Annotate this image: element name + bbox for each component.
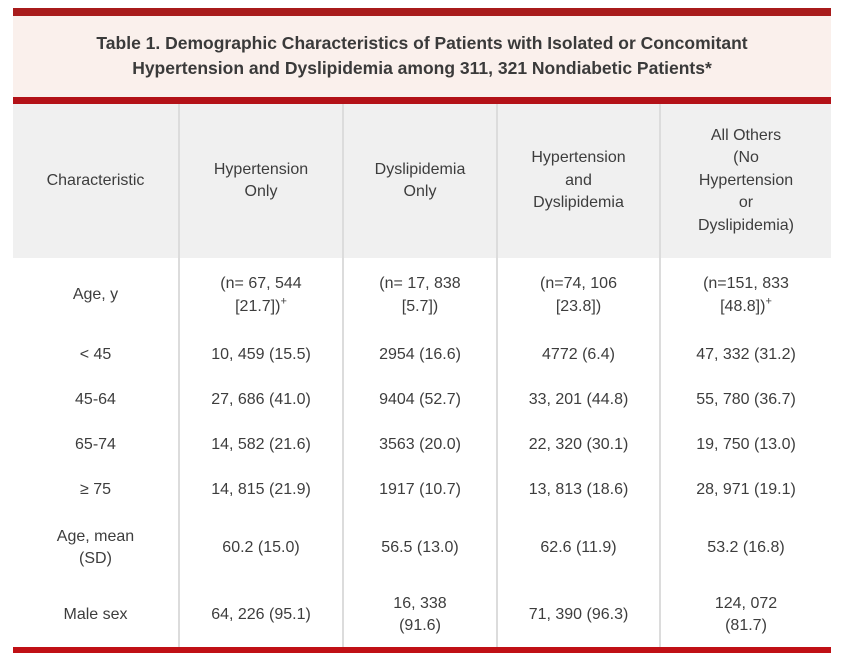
value-text: 19, 750 (13.0)	[696, 436, 796, 454]
column-header: All Others (No Hypertension or Dyslipide…	[659, 104, 831, 258]
value-text: 16, 338 (91.6)	[393, 594, 447, 634]
table-card: Table 1. Demographic Characteristics of …	[13, 8, 831, 653]
value-cell: 71, 390 (96.3)	[496, 583, 660, 647]
value-text: 55, 780 (36.7)	[696, 391, 796, 409]
value-text: 10, 459 (15.5)	[211, 346, 311, 364]
table-row: Male sex 64, 226 (95.1) 16, 338 (91.6) 71, …	[13, 583, 831, 647]
value-text: 13, 813 (18.6)	[528, 481, 629, 499]
value-cell: 19, 750 (13.0)	[659, 423, 831, 468]
value-text: 27, 686 (41.0)	[211, 391, 311, 409]
value-cell: 3563 (20.0)	[342, 423, 497, 468]
value-text: 62.6 (11.9)	[540, 538, 617, 556]
value-cell: 14, 582 (21.6)	[178, 423, 343, 468]
value-cell: 10, 459 (15.5)	[178, 333, 343, 378]
row-label-cell: 45-64	[75, 391, 116, 409]
row-label-cell: Male sex	[63, 605, 128, 623]
superscript-plus: +	[765, 295, 772, 308]
column-header: Dyslipidemia Only	[342, 104, 497, 258]
value-cell: (n= 17, 838 [5.7])	[342, 258, 497, 333]
value-text: (n=74, 106 [23.8])	[540, 275, 617, 315]
table-title: Table 1. Demographic Characteristics of …	[96, 32, 748, 78]
value-text: 14, 582 (21.6)	[211, 436, 311, 454]
value-text: 4772 (6.4)	[542, 346, 615, 364]
value-text: 22, 320 (30.1)	[528, 436, 629, 454]
table-row: 45-64 27, 686 (41.0) 9404 (52.7) 33, 201 (4…	[13, 378, 831, 423]
value-text: 1917 (10.7)	[379, 481, 461, 499]
value-cell: 55, 780 (36.7)	[659, 378, 831, 423]
value-text: 28, 971 (19.1)	[696, 481, 796, 499]
table-row: Age, y (n= 67, 544 [21.7])+ (n= 17, 838 [5…	[13, 258, 831, 333]
value-cell: (n= 67, 544 [21.7])+	[178, 258, 343, 333]
value-cell: 53.2 (16.8)	[659, 513, 831, 583]
value-text: 64, 226 (95.1)	[211, 605, 311, 623]
value-cell: 56.5 (13.0)	[342, 513, 497, 583]
superscript-plus: +	[280, 295, 287, 308]
column-header: Hypertension and Dyslipidemia	[496, 104, 660, 258]
value-cell: 2954 (16.6)	[342, 333, 497, 378]
table-header-row: Characteristic Hypertension Only Dyslipide…	[13, 104, 831, 258]
value-text: 14, 815 (21.9)	[211, 481, 311, 499]
value-cell: 9404 (52.7)	[342, 378, 497, 423]
table-row: 65-74 14, 582 (21.6) 3563 (20.0) 22, 320 (3…	[13, 423, 831, 468]
table-row: ≥ 75 14, 815 (21.9) 1917 (10.7) 13, 813 (18…	[13, 468, 831, 513]
row-label-cell: Age, mean (SD)	[56, 527, 135, 567]
value-text: 47, 332 (31.2)	[696, 346, 796, 364]
demographics-table: Characteristic Hypertension Only Dyslipide…	[13, 104, 831, 647]
table-body: Age, y (n= 67, 544 [21.7])+ (n= 17, 838 [5…	[13, 258, 831, 647]
value-text: 56.5 (13.0)	[381, 538, 459, 556]
table-row: < 45 10, 459 (15.5) 2954 (16.6) 4772 (6.4) 4…	[13, 333, 831, 378]
value-text: 124, 072 (81.7)	[714, 594, 778, 634]
value-text: 71, 390 (96.3)	[528, 605, 629, 623]
value-cell: 13, 813 (18.6)	[496, 468, 660, 513]
value-cell: 22, 320 (30.1)	[496, 423, 660, 468]
bottom-red-rule	[13, 647, 831, 653]
table-title-band: Table 1. Demographic Characteristics of …	[13, 16, 831, 97]
value-cell: 62.6 (11.9)	[496, 513, 660, 583]
value-text: 3563 (20.0)	[379, 436, 461, 454]
value-cell: 27, 686 (41.0)	[178, 378, 343, 423]
value-text: (n= 67, 544 [21.7])	[220, 275, 302, 315]
value-text: (n= 17, 838 [5.7])	[379, 275, 461, 315]
value-cell: 28, 971 (19.1)	[659, 468, 831, 513]
middle-red-rule	[13, 97, 831, 104]
value-text: 9404 (52.7)	[379, 391, 461, 409]
value-cell: 33, 201 (44.8)	[496, 378, 660, 423]
row-label-cell: 65-74	[75, 436, 116, 454]
value-cell: 1917 (10.7)	[342, 468, 497, 513]
value-cell: (n=74, 106 [23.8])	[496, 258, 660, 333]
value-text: 33, 201 (44.8)	[528, 391, 629, 409]
value-cell: 64, 226 (95.1)	[178, 583, 343, 647]
value-text: 60.2 (15.0)	[222, 538, 300, 556]
value-cell: 16, 338 (91.6)	[342, 583, 497, 647]
value-cell: 47, 332 (31.2)	[659, 333, 831, 378]
row-label-cell: Age, y	[72, 286, 119, 304]
value-text: 53.2 (16.8)	[707, 538, 785, 556]
value-cell: (n=151, 833 [48.8])+	[659, 258, 831, 333]
row-label-cell: ≥ 75	[79, 481, 112, 499]
column-header: Hypertension Only	[178, 104, 343, 258]
top-red-rule	[13, 8, 831, 16]
value-cell: 60.2 (15.0)	[178, 513, 343, 583]
table-row: Age, mean (SD) 60.2 (15.0) 56.5 (13.0) 62.6…	[13, 513, 831, 583]
value-text: (n=151, 833 [48.8])	[703, 275, 789, 315]
value-cell: 124, 072 (81.7)	[659, 583, 831, 647]
value-cell: 14, 815 (21.9)	[178, 468, 343, 513]
value-text: 2954 (16.6)	[379, 346, 461, 364]
value-cell: 4772 (6.4)	[496, 333, 660, 378]
row-label-cell: < 45	[79, 346, 112, 364]
column-header-characteristic: Characteristic	[13, 104, 179, 258]
